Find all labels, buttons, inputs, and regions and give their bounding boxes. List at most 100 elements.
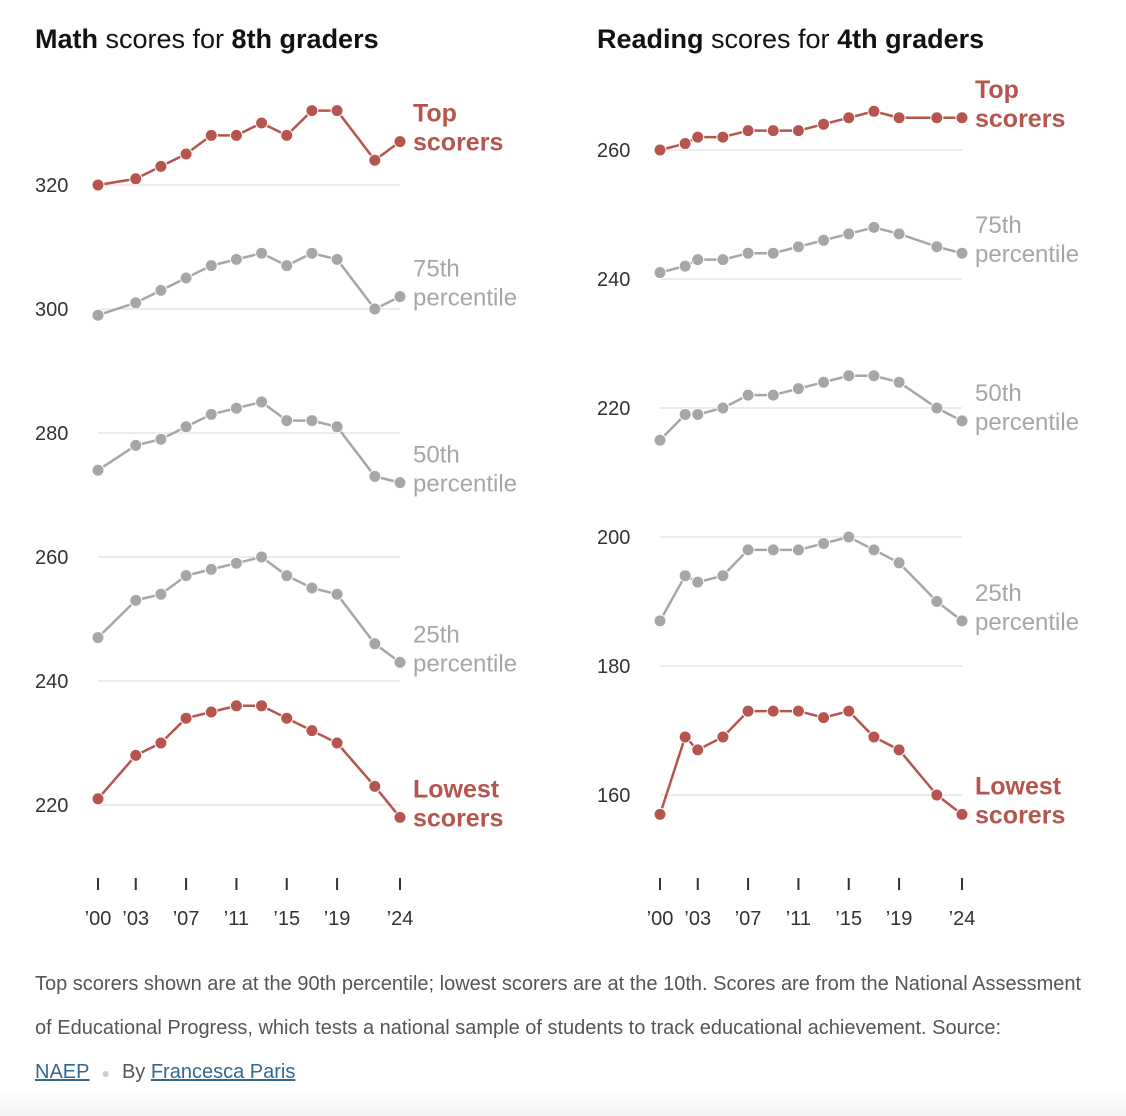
reading-point-lowest-scorers-2024 [955, 807, 969, 821]
math-chart-title: Math scores for 8th graders [35, 24, 379, 55]
math-point-lowest-scorers-2003 [129, 748, 143, 762]
reading-x-tick-label-2024: ’24 [949, 908, 976, 930]
reading-series-line-top-scorers [659, 110, 962, 152]
reading-point-75th-percentile-2005 [716, 253, 730, 267]
math-point-50th-percentile-2007 [179, 420, 193, 434]
math-point-25th-percentile-2017 [305, 581, 319, 595]
source-link[interactable]: NAEP [35, 1061, 90, 1083]
math-point-lowest-scorers-2022 [368, 779, 382, 793]
math-point-75th-percentile-2015 [280, 259, 294, 273]
reading-point-top-scorers-2003 [691, 130, 705, 144]
math-point-75th-percentile-2017 [305, 246, 319, 260]
math-point-75th-percentile-2013 [255, 246, 269, 260]
math-point-lowest-scorers-2013 [255, 699, 269, 713]
math-y-tick-label-280: 280 [35, 423, 68, 445]
reading-chart-title: Reading scores for 4th graders [597, 24, 984, 55]
math-series-label-50th-percentile: 50th percentile [413, 442, 517, 498]
reading-title-bold1: Reading [597, 24, 704, 54]
math-x-tick-label-2024: ’24 [387, 908, 414, 930]
reading-point-top-scorers-2024 [955, 111, 969, 125]
reading-y-tick-label-200: 200 [597, 527, 630, 549]
bottom-fade [0, 1090, 1126, 1116]
math-point-50th-percentile-2024 [393, 476, 407, 490]
reading-point-top-scorers-2011 [791, 124, 805, 138]
reading-point-50th-percentile-2007 [741, 388, 755, 402]
math-point-50th-percentile-2003 [129, 438, 143, 452]
math-series-label-25th-percentile: 25th percentile [413, 621, 517, 677]
reading-point-50th-percentile-2011 [791, 382, 805, 396]
math-x-tick-label-2003: ’03 [122, 908, 149, 930]
math-point-lowest-scorers-2000 [91, 792, 105, 806]
math-point-top-scorers-2013 [255, 116, 269, 130]
reading-point-lowest-scorers-2005 [716, 730, 730, 744]
math-point-top-scorers-2007 [179, 147, 193, 161]
reading-point-lowest-scorers-2000 [653, 807, 667, 821]
math-point-50th-percentile-2017 [305, 414, 319, 428]
separator-dot: ● [101, 1065, 110, 1081]
reading-point-25th-percentile-2005 [716, 569, 730, 583]
reading-point-top-scorers-2013 [817, 117, 831, 131]
math-point-50th-percentile-2009 [204, 407, 218, 421]
math-point-25th-percentile-2019 [330, 587, 344, 601]
reading-point-75th-percentile-2003 [691, 253, 705, 267]
math-point-25th-percentile-2013 [255, 550, 269, 564]
math-point-75th-percentile-2003 [129, 296, 143, 310]
math-point-25th-percentile-2009 [204, 562, 218, 576]
reading-point-50th-percentile-2002 [678, 407, 692, 421]
math-point-top-scorers-2017 [305, 104, 319, 118]
reading-point-50th-percentile-2009 [766, 388, 780, 402]
reading-series-label-top-scorers: Top scorers [975, 76, 1065, 133]
math-point-25th-percentile-2005 [154, 587, 168, 601]
math-point-75th-percentile-2009 [204, 259, 218, 273]
reading-y-tick-label-180: 180 [597, 656, 630, 678]
math-point-top-scorers-2015 [280, 128, 294, 142]
reading-point-top-scorers-2005 [716, 130, 730, 144]
footnote: Top scorers shown are at the 90th percen… [35, 962, 1095, 1095]
math-point-25th-percentile-2022 [368, 637, 382, 651]
reading-point-75th-percentile-2022 [930, 240, 944, 254]
reading-point-25th-percentile-2022 [930, 595, 944, 608]
reading-x-tick-label-2003: ’03 [684, 908, 711, 930]
reading-point-75th-percentile-2024 [955, 246, 969, 260]
math-point-75th-percentile-2011 [229, 252, 243, 266]
reading-title-bold2: 4th graders [837, 24, 985, 54]
math-point-50th-percentile-2019 [330, 420, 344, 434]
math-point-lowest-scorers-2019 [330, 736, 344, 750]
reading-y-tick-label-160: 160 [597, 785, 630, 807]
math-point-75th-percentile-2005 [154, 283, 168, 297]
math-point-top-scorers-2009 [204, 128, 218, 142]
reading-point-25th-percentile-2003 [691, 575, 705, 589]
reading-point-50th-percentile-2003 [691, 407, 705, 421]
math-x-tick-label-2007: ’07 [173, 908, 200, 930]
reading-series-label-25th-percentile: 25th percentile [975, 580, 1079, 636]
math-point-75th-percentile-2024 [393, 290, 407, 304]
math-point-25th-percentile-2003 [129, 593, 143, 607]
reading-point-lowest-scorers-2017 [867, 730, 881, 744]
charts-canvas: 220 240 260 280 300 320 ’00 ’03 ’07 ’11 ’15 ’19 ’24 T… [35, 76, 1079, 930]
author-link[interactable]: Francesca Paris [150, 1061, 296, 1083]
math-point-top-scorers-2024 [393, 135, 407, 149]
reading-point-50th-percentile-2005 [716, 401, 730, 415]
byline-prefix: By [121, 1061, 151, 1083]
reading-title-light: scores for [703, 24, 838, 54]
reading-series-line-75th-percentile [659, 226, 963, 274]
reading-series-label-50th-percentile: 50th percentile [975, 380, 1079, 436]
math-point-lowest-scorers-2011 [229, 699, 243, 713]
reading-point-lowest-scorers-2011 [791, 704, 805, 718]
math-series-line-50th-percentile [97, 400, 401, 484]
math-title-bold2: 8th graders [231, 24, 379, 54]
reading-point-25th-percentile-2017 [867, 543, 881, 557]
math-point-50th-percentile-2013 [255, 395, 269, 409]
reading-y-tick-label-220: 220 [597, 398, 630, 420]
reading-point-25th-percentile-2015 [842, 530, 856, 544]
reading-point-75th-percentile-2007 [741, 246, 755, 260]
reading-point-lowest-scorers-2013 [817, 711, 831, 725]
reading-point-50th-percentile-2000 [653, 433, 667, 447]
math-series-line-top-scorers [97, 109, 401, 187]
reading-point-top-scorers-2015 [842, 111, 856, 125]
reading-point-75th-percentile-2013 [817, 233, 831, 247]
reading-x-tick-label-2000: ’00 [647, 908, 674, 930]
reading-point-lowest-scorers-2007 [741, 704, 755, 718]
math-point-25th-percentile-2000 [91, 631, 105, 645]
reading-point-top-scorers-2009 [766, 124, 780, 138]
